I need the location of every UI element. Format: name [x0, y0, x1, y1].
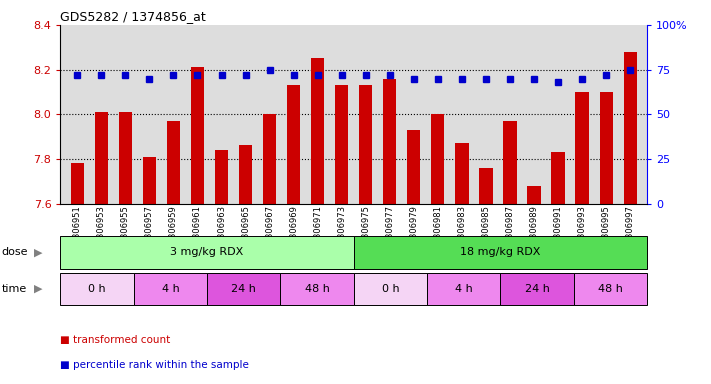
Text: 18 mg/kg RDX: 18 mg/kg RDX — [460, 247, 540, 258]
Bar — [624, 52, 637, 204]
Bar — [215, 150, 228, 204]
Bar — [455, 143, 469, 204]
Bar — [287, 85, 300, 204]
Bar — [407, 130, 420, 204]
Bar — [239, 146, 252, 204]
Bar — [191, 67, 204, 204]
Bar — [70, 163, 84, 204]
Bar — [503, 121, 517, 204]
Bar — [263, 114, 276, 204]
Text: GDS5282 / 1374856_at: GDS5282 / 1374856_at — [60, 10, 206, 23]
Text: ▶: ▶ — [34, 284, 43, 294]
Text: ■ percentile rank within the sample: ■ percentile rank within the sample — [60, 360, 250, 370]
Bar — [359, 85, 373, 204]
Bar — [479, 168, 493, 204]
Text: 24 h: 24 h — [525, 284, 550, 294]
Text: 48 h: 48 h — [598, 284, 623, 294]
Text: 24 h: 24 h — [231, 284, 256, 294]
Bar — [311, 58, 324, 204]
Text: time: time — [1, 284, 27, 294]
Bar — [383, 78, 397, 204]
Text: ■ transformed count: ■ transformed count — [60, 335, 171, 345]
Bar — [599, 92, 613, 204]
Bar — [167, 121, 180, 204]
Text: dose: dose — [1, 247, 28, 258]
Text: 3 mg/kg RDX: 3 mg/kg RDX — [171, 247, 244, 258]
Bar — [95, 112, 108, 204]
Text: 0 h: 0 h — [88, 284, 106, 294]
Bar — [528, 186, 540, 204]
Text: 4 h: 4 h — [161, 284, 179, 294]
Bar — [552, 152, 565, 204]
Text: 48 h: 48 h — [304, 284, 329, 294]
Text: 4 h: 4 h — [455, 284, 473, 294]
Bar — [119, 112, 132, 204]
Bar — [143, 157, 156, 204]
Bar — [575, 92, 589, 204]
Text: ▶: ▶ — [34, 247, 43, 258]
Bar — [335, 85, 348, 204]
Text: 0 h: 0 h — [382, 284, 399, 294]
Bar — [432, 114, 444, 204]
